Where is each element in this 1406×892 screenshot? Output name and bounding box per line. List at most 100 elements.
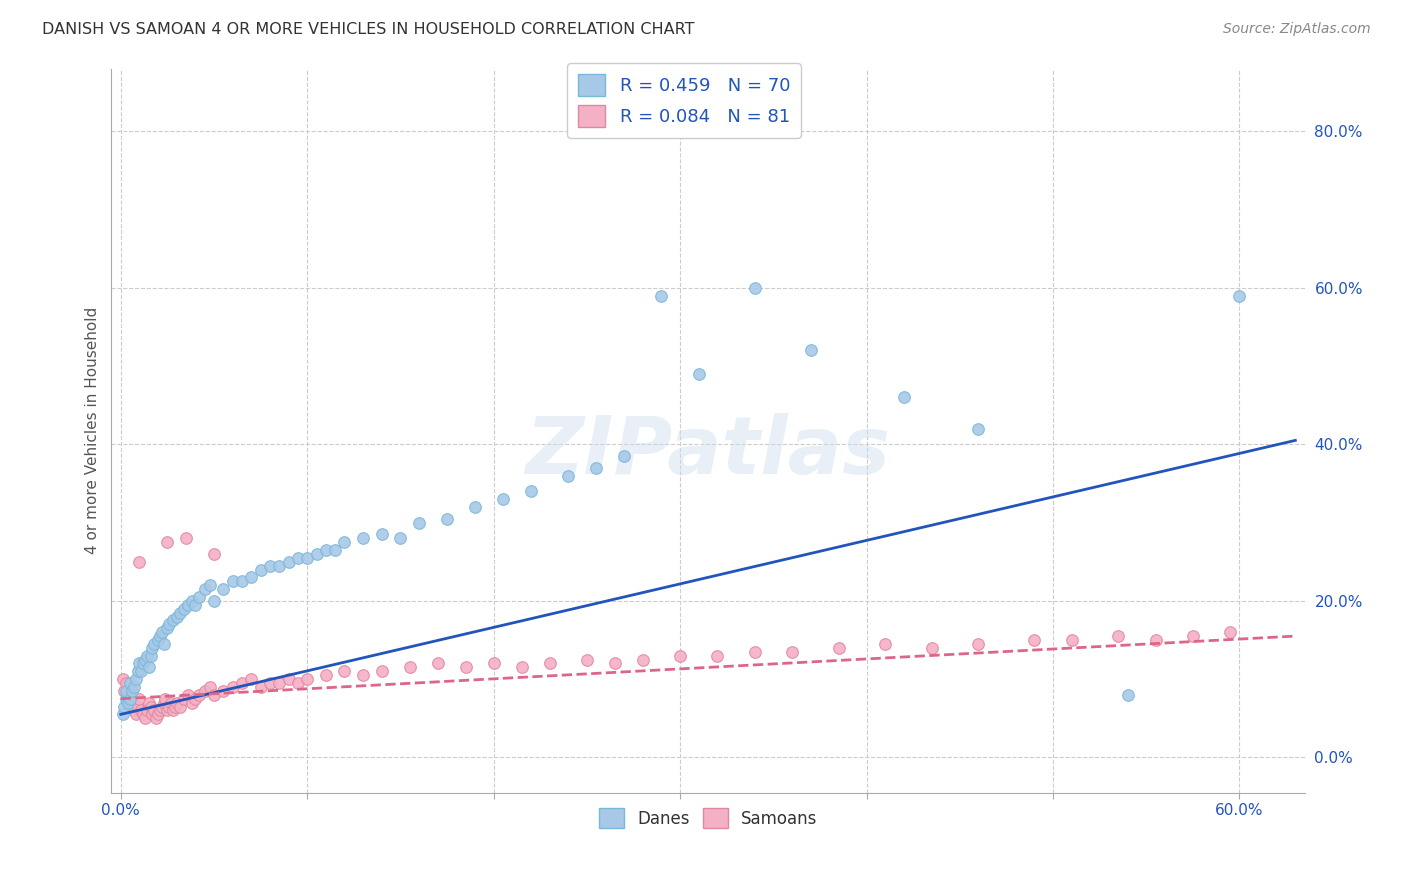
Point: [454, 660, 477, 674]
Point: [124, 672, 146, 686]
Point: [188, 688, 211, 702]
Point: [585, 460, 607, 475]
Point: [135, 648, 157, 663]
Point: [315, 543, 337, 558]
Point: [240, 570, 263, 584]
Point: [371, 527, 394, 541]
Point: [202, 594, 225, 608]
Point: [744, 281, 766, 295]
Point: [1107, 629, 1129, 643]
Point: [157, 617, 180, 632]
Point: [127, 665, 149, 679]
Point: [650, 288, 672, 302]
Point: [173, 601, 195, 615]
Point: [706, 648, 728, 663]
Point: [156, 621, 179, 635]
Point: [202, 688, 225, 702]
Point: [149, 703, 172, 717]
Point: [231, 676, 253, 690]
Point: [557, 468, 579, 483]
Point: [436, 511, 458, 525]
Point: [184, 691, 207, 706]
Point: [150, 625, 173, 640]
Point: [426, 657, 449, 671]
Point: [194, 684, 217, 698]
Point: [287, 676, 309, 690]
Point: [146, 707, 169, 722]
Point: [122, 703, 145, 717]
Point: [134, 711, 156, 725]
Point: [295, 672, 318, 686]
Point: [132, 657, 155, 671]
Point: [139, 699, 162, 714]
Point: [669, 648, 692, 663]
Text: DANISH VS SAMOAN 4 OR MORE VEHICLES IN HOUSEHOLD CORRELATION CHART: DANISH VS SAMOAN 4 OR MORE VEHICLES IN H…: [42, 22, 695, 37]
Point: [1144, 632, 1167, 647]
Point: [177, 688, 200, 702]
Point: [146, 632, 169, 647]
Point: [121, 684, 143, 698]
Point: [129, 703, 152, 717]
Point: [174, 531, 197, 545]
Point: [111, 672, 134, 686]
Point: [333, 665, 356, 679]
Point: [138, 660, 160, 674]
Point: [520, 484, 543, 499]
Point: [114, 684, 136, 698]
Point: [169, 699, 191, 714]
Legend: Danes, Samoans: Danes, Samoans: [592, 801, 824, 835]
Point: [492, 492, 515, 507]
Point: [200, 680, 222, 694]
Text: ZIPatlas: ZIPatlas: [526, 413, 890, 491]
Point: [202, 547, 225, 561]
Point: [510, 660, 533, 674]
Point: [155, 691, 177, 706]
Point: [169, 606, 191, 620]
Point: [1181, 629, 1204, 643]
Point: [538, 657, 561, 671]
Point: [173, 691, 195, 706]
Point: [149, 629, 172, 643]
Point: [277, 555, 299, 569]
Point: [800, 343, 823, 358]
Point: [143, 703, 166, 717]
Point: [115, 676, 138, 690]
Point: [277, 672, 299, 686]
Point: [127, 699, 149, 714]
Point: [156, 535, 179, 549]
Point: [323, 543, 346, 558]
Point: [305, 547, 328, 561]
Point: [180, 696, 202, 710]
Point: [333, 535, 356, 549]
Point: [212, 582, 235, 596]
Point: [162, 614, 184, 628]
Point: [482, 657, 505, 671]
Point: [398, 660, 420, 674]
Point: [575, 652, 598, 666]
Point: [1229, 288, 1251, 302]
Point: [188, 590, 211, 604]
Point: [269, 676, 291, 690]
Point: [780, 645, 803, 659]
Point: [162, 703, 184, 717]
Text: Source: ZipAtlas.com: Source: ZipAtlas.com: [1223, 22, 1371, 37]
Point: [875, 637, 897, 651]
Point: [150, 699, 173, 714]
Point: [295, 550, 318, 565]
Point: [128, 691, 150, 706]
Point: [141, 640, 163, 655]
Point: [128, 555, 150, 569]
Point: [631, 652, 654, 666]
Point: [408, 516, 430, 530]
Point: [115, 684, 138, 698]
Point: [221, 574, 243, 589]
Point: [156, 703, 179, 717]
Point: [114, 699, 136, 714]
Point: [135, 703, 157, 717]
Point: [1024, 632, 1046, 647]
Point: [240, 672, 263, 686]
Point: [124, 707, 146, 722]
Point: [613, 449, 636, 463]
Point: [464, 500, 486, 514]
Point: [352, 531, 374, 545]
